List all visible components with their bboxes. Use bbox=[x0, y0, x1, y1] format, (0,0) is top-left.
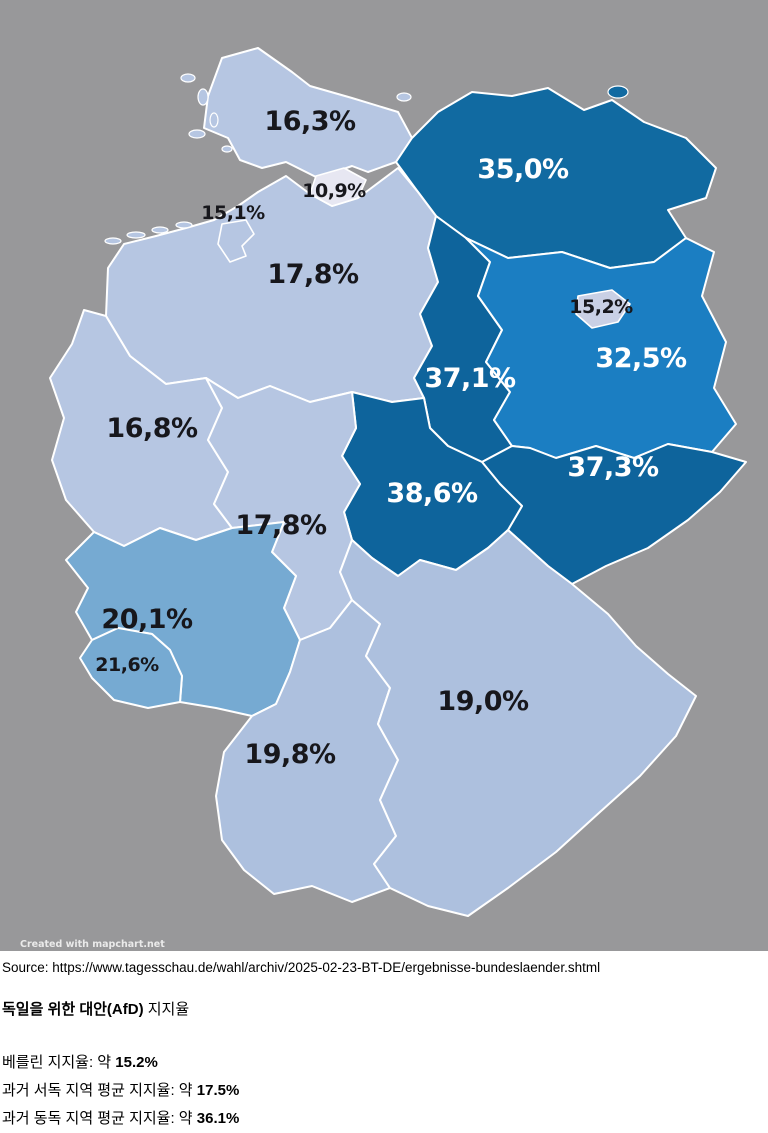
stat-east-text: 과거 동독 지역 평균 지지율: 약 bbox=[2, 1110, 197, 1127]
stat-east-average: 과거 동독 지역 평균 지지율: 약 36.1% bbox=[2, 1105, 758, 1133]
label-baden-wuerttemberg: 19,8% bbox=[244, 739, 336, 770]
label-sachsen-anhalt: 37,1% bbox=[424, 363, 516, 394]
label-saarland: 21,6% bbox=[95, 654, 159, 676]
label-mecklenburg-vorpommern: 35,0% bbox=[477, 154, 569, 185]
caption-block: Source: https://www.tagesschau.de/wahl/a… bbox=[0, 959, 768, 1133]
label-bayern: 19,0% bbox=[437, 686, 529, 717]
label-rheinland-pfalz: 20,1% bbox=[101, 604, 193, 635]
state-bayern bbox=[339, 529, 697, 917]
choropleth-map-germany: 16,3% 10,9% 15,1% 35,0% 17,8% 15,2% 32,5… bbox=[0, 0, 768, 951]
stat-east-value: 36.1% bbox=[196, 1110, 240, 1127]
state-schleswig-holstein bbox=[203, 47, 413, 179]
state-berlin bbox=[575, 289, 631, 329]
stat-berlin-text: 베를린 지지율: 약 bbox=[2, 1054, 116, 1071]
chart-title: 독일을 위한 대안(AfD) 지지율 bbox=[2, 1000, 758, 1019]
label-niedersachsen: 17,8% bbox=[267, 259, 359, 290]
label-nordrhein-westfalen: 16,8% bbox=[106, 413, 198, 444]
coastal-islands bbox=[104, 73, 629, 245]
germany-map-svg: 16,3% 10,9% 15,1% 35,0% 17,8% 15,2% 32,5… bbox=[0, 0, 768, 951]
label-sachsen: 37,3% bbox=[567, 452, 659, 483]
stat-west-value: 17.5% bbox=[196, 1082, 240, 1099]
stat-west-average: 과거 서독 지역 평균 지지율: 약 17.5% bbox=[2, 1077, 758, 1105]
source-line: Source: https://www.tagesschau.de/wahl/a… bbox=[2, 960, 601, 975]
state-bremen bbox=[217, 219, 255, 263]
state-hamburg bbox=[309, 167, 367, 207]
stat-berlin: 베를린 지지율: 약 15.2% bbox=[2, 1049, 758, 1077]
state-saarland bbox=[79, 627, 183, 709]
label-thueringen: 38,6% bbox=[386, 478, 478, 509]
label-schleswig-holstein: 16,3% bbox=[264, 106, 356, 137]
chart-title-rest: 지지율 bbox=[143, 1001, 190, 1018]
stat-west-text: 과거 서독 지역 평균 지지율: 약 bbox=[2, 1082, 197, 1099]
label-berlin: 15,2% bbox=[569, 296, 633, 318]
stat-berlin-value: 15.2% bbox=[115, 1054, 158, 1071]
label-hessen: 17,8% bbox=[235, 510, 327, 541]
label-bremen: 15,1% bbox=[201, 202, 265, 224]
chart-title-bold: 독일을 위한 대안(AfD) bbox=[2, 1001, 144, 1018]
label-brandenburg: 32,5% bbox=[595, 343, 687, 374]
mapchart-watermark: Created with mapchart.net bbox=[20, 939, 165, 950]
label-hamburg: 10,9% bbox=[302, 180, 366, 202]
stats-block: 베를린 지지율: 약 15.2% 과거 서독 지역 평균 지지율: 약 17.5… bbox=[2, 1049, 758, 1133]
